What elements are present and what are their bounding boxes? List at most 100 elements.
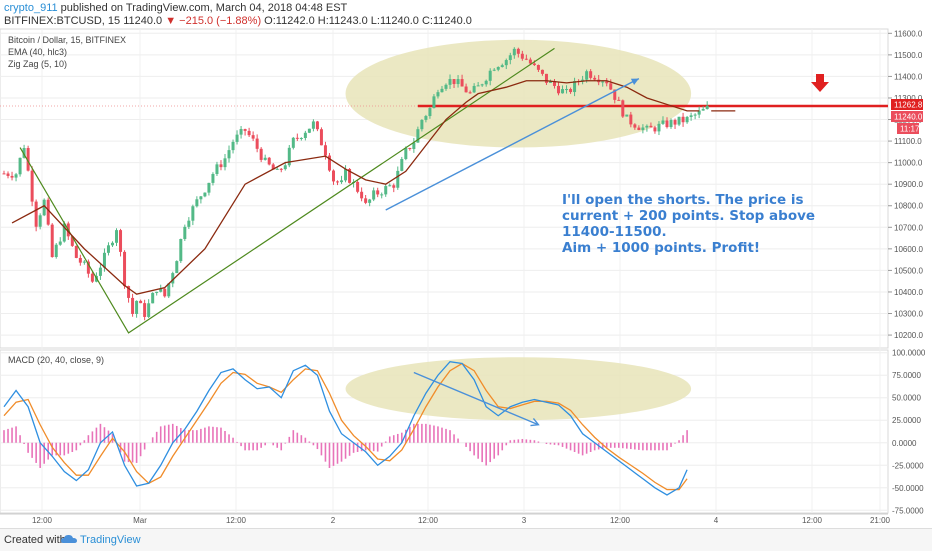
candle-body bbox=[480, 84, 484, 86]
ema-line bbox=[11, 80, 700, 295]
candle-body bbox=[34, 201, 38, 227]
candle-body bbox=[589, 71, 593, 78]
candle-body bbox=[340, 180, 344, 183]
candle-body bbox=[344, 168, 348, 181]
candle-body bbox=[593, 77, 597, 80]
candle-body bbox=[38, 215, 42, 227]
candle-body bbox=[115, 230, 119, 243]
candle-body bbox=[211, 174, 215, 183]
candle-body bbox=[693, 114, 697, 116]
candle-body bbox=[251, 135, 255, 139]
price-annotations bbox=[0, 39, 888, 148]
candle-body bbox=[215, 164, 219, 175]
candle-body bbox=[110, 242, 114, 246]
candle-body bbox=[360, 191, 364, 199]
candle-body bbox=[263, 157, 267, 160]
candle-body bbox=[565, 89, 569, 91]
candle-body bbox=[428, 108, 432, 117]
candle-body bbox=[625, 114, 629, 117]
candle-body bbox=[573, 81, 577, 93]
candle-body bbox=[484, 80, 488, 85]
price-tick-label: 11400.0 bbox=[894, 72, 923, 81]
candle-body bbox=[557, 85, 561, 94]
candle-body bbox=[183, 226, 187, 240]
candle-body bbox=[10, 175, 14, 178]
candle-body bbox=[504, 60, 508, 66]
note-line-3: 11400-11500. bbox=[562, 224, 667, 240]
candle-body bbox=[472, 85, 476, 93]
ohlc-values: O:11242.0 H:11243.0 L:11240.0 C:11240.0 bbox=[264, 15, 472, 27]
chart-canvas[interactable]: 10200.0 10300.0 10400.0 10500.0 10600.0 10700… bbox=[0, 28, 932, 528]
candle-body bbox=[315, 121, 319, 130]
price-tick-label: 11000.0 bbox=[894, 159, 923, 168]
macd-arrowhead-icon bbox=[530, 418, 540, 427]
macd-highlight-ellipse bbox=[345, 357, 692, 421]
candle-body bbox=[432, 96, 436, 109]
candle-body bbox=[516, 48, 520, 54]
candle-body bbox=[291, 137, 295, 148]
legend-ema: EMA (40, hlc3) bbox=[8, 47, 67, 57]
price-tick-label: 10900.0 bbox=[894, 180, 923, 189]
candle-body bbox=[123, 251, 127, 287]
candle-body bbox=[368, 199, 372, 203]
candle-body bbox=[54, 244, 58, 258]
author-link[interactable]: crypto_911 bbox=[4, 2, 58, 14]
candle-body bbox=[243, 129, 247, 131]
candle-body bbox=[388, 185, 392, 187]
candle-body bbox=[82, 261, 86, 263]
candle-body bbox=[18, 157, 22, 175]
candle-body bbox=[448, 79, 452, 85]
candle-body bbox=[524, 58, 528, 60]
candle-body bbox=[633, 124, 637, 128]
candle-body bbox=[323, 145, 327, 156]
main-pane-frame bbox=[0, 28, 889, 349]
candle-body bbox=[697, 110, 701, 115]
candle-body bbox=[464, 86, 468, 93]
candle-body bbox=[74, 245, 78, 258]
candle-body bbox=[364, 198, 368, 203]
candle-body bbox=[585, 71, 589, 80]
last-tag-bg bbox=[891, 111, 923, 122]
candle-body bbox=[223, 158, 227, 168]
candle-body bbox=[408, 148, 412, 150]
macd-tick-label: -25.0000 bbox=[892, 461, 924, 470]
candle-body bbox=[275, 168, 279, 170]
time-tick-label: 21:00 bbox=[870, 516, 891, 525]
candle-body bbox=[468, 92, 472, 94]
price-value: 11240.0 bbox=[123, 15, 163, 27]
tradingview-brand[interactable]: TradingView bbox=[80, 534, 141, 546]
candle-body bbox=[311, 121, 315, 129]
candle-body bbox=[492, 69, 496, 71]
footer-bar: Created with TradingView bbox=[0, 528, 932, 551]
candle-body bbox=[106, 245, 110, 253]
price-tick-label: 11500.0 bbox=[894, 51, 923, 60]
candle-body bbox=[396, 170, 400, 188]
price-axis: 10200.0 10300.0 10400.0 10500.0 10600.0 10700… bbox=[0, 29, 926, 525]
price-change: ▼ −215.0 (−1.88%) bbox=[165, 15, 262, 27]
trend-arrowhead-icon bbox=[630, 78, 639, 85]
candle-body bbox=[255, 138, 259, 149]
candle-body bbox=[191, 206, 195, 221]
macd-tick-label: -50.0000 bbox=[892, 484, 924, 493]
highlight-ellipse bbox=[345, 39, 692, 148]
candle-body bbox=[167, 283, 171, 297]
price-tick-label: 10200.0 bbox=[894, 331, 923, 340]
candles-layer bbox=[2, 47, 709, 321]
note-line-4: Aim + 1000 points. Profit! bbox=[562, 240, 760, 256]
candle-body bbox=[279, 168, 283, 170]
macd-tick-label: 100.0000 bbox=[892, 349, 926, 358]
candle-body bbox=[331, 170, 335, 182]
candle-body bbox=[685, 116, 689, 123]
candle-body bbox=[705, 105, 709, 110]
candle-body bbox=[22, 148, 26, 158]
candle-body bbox=[356, 181, 360, 192]
candle-body bbox=[384, 186, 388, 195]
price-tick-label: 10800.0 bbox=[894, 202, 923, 211]
macd-pane-frame bbox=[0, 349, 889, 514]
candle-body bbox=[420, 119, 424, 130]
candle-body bbox=[98, 267, 102, 276]
candle-body bbox=[159, 288, 163, 292]
candle-body bbox=[460, 79, 464, 87]
macd-tick-label: 75.0000 bbox=[892, 371, 921, 380]
candle-body bbox=[528, 59, 532, 64]
